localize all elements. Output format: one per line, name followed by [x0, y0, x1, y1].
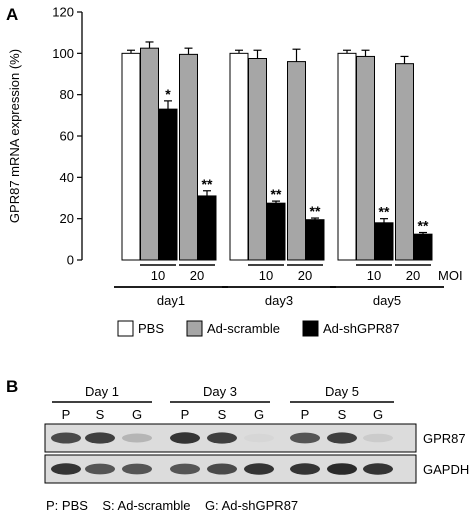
blot-band [170, 463, 200, 475]
y-tick-label: 100 [52, 46, 74, 61]
group-label: day1 [157, 293, 185, 308]
significance-label: * [165, 86, 171, 102]
bar [229, 52, 249, 261]
significance-label: ** [271, 186, 282, 202]
y-tick-label: 120 [52, 5, 74, 20]
blot-band [244, 463, 274, 475]
bar [374, 222, 394, 261]
group-label: day5 [373, 293, 401, 308]
lane-label: S [96, 407, 105, 422]
bar [248, 58, 267, 261]
y-tick-label: 80 [60, 87, 74, 102]
lane-label: G [254, 407, 264, 422]
bar [287, 61, 306, 261]
blot-row-label: GPR87 [423, 431, 466, 446]
bar-chart: 0 20 40 60 80 100 120 GPR87 mRNA expression (%)… [7, 5, 463, 337]
blot-band [207, 432, 237, 444]
blot-band [244, 433, 274, 443]
y-tick-label: 60 [60, 129, 74, 144]
moi-label: 20 [298, 268, 312, 283]
blot-band [327, 463, 357, 475]
blot-band [122, 433, 152, 443]
blot-band [51, 432, 81, 444]
y-tick-label: 40 [60, 170, 74, 185]
blot-band [122, 463, 152, 475]
bar [140, 47, 159, 261]
y-axis-label: GPR87 mRNA expression (%) [7, 49, 22, 223]
panel-b-label: B [6, 377, 18, 396]
blot-band [290, 432, 320, 444]
bar [158, 108, 178, 261]
group-label: day3 [265, 293, 293, 308]
legend-swatch [302, 320, 319, 337]
moi-axis-label: MOI [438, 268, 463, 283]
blot-band [290, 463, 320, 475]
y-tick-label: 0 [67, 253, 74, 268]
significance-label: ** [418, 218, 429, 234]
legend-swatch [186, 320, 203, 337]
blot-row-label: GAPDH [423, 462, 469, 477]
bar [121, 52, 141, 261]
blot-band [170, 432, 200, 444]
legend-entry: Ad-scramble [207, 321, 280, 336]
moi-label: 20 [406, 268, 420, 283]
bar [197, 195, 217, 261]
blot-band [363, 433, 393, 443]
blot-band [85, 463, 115, 475]
blot-caption: P: PBS S: Ad-scramble G: Ad-shGPR87 [46, 498, 298, 513]
bar [266, 202, 286, 261]
blot-band [327, 432, 357, 444]
blot-band [363, 463, 393, 475]
lane-label: P [181, 407, 190, 422]
bar [305, 219, 325, 261]
moi-label: 10 [367, 268, 381, 283]
legend-swatch [117, 320, 134, 337]
legend-entry: Ad-shGPR87 [323, 321, 400, 336]
bar [356, 55, 375, 261]
moi-label: 10 [151, 268, 165, 283]
legend-entry: PBS [138, 321, 164, 336]
lane-label: P [62, 407, 71, 422]
bar [179, 53, 198, 261]
moi-label: 20 [190, 268, 204, 283]
blot-band [85, 432, 115, 444]
panel-a-label: A [6, 5, 18, 24]
blot-band [51, 463, 81, 475]
day-label: Day 1 [85, 384, 119, 399]
lane-label: S [338, 407, 347, 422]
bar [395, 63, 414, 261]
lane-label: P [301, 407, 310, 422]
lane-label: S [218, 407, 227, 422]
significance-label: ** [202, 176, 213, 192]
day-label: Day 3 [203, 384, 237, 399]
lane-label: G [373, 407, 383, 422]
bar [413, 233, 433, 261]
bar [337, 52, 357, 261]
day-label: Day 5 [325, 384, 359, 399]
lane-label: G [132, 407, 142, 422]
y-tick-label: 20 [60, 211, 74, 226]
moi-label: 10 [259, 268, 273, 283]
significance-label: ** [310, 203, 321, 219]
blot-band [207, 463, 237, 475]
significance-label: ** [379, 204, 390, 220]
western-blot: Day 1 P S G Day 3 P S G Day 5 P S G GPR87 GAPDH P: PBS… [44, 384, 469, 513]
